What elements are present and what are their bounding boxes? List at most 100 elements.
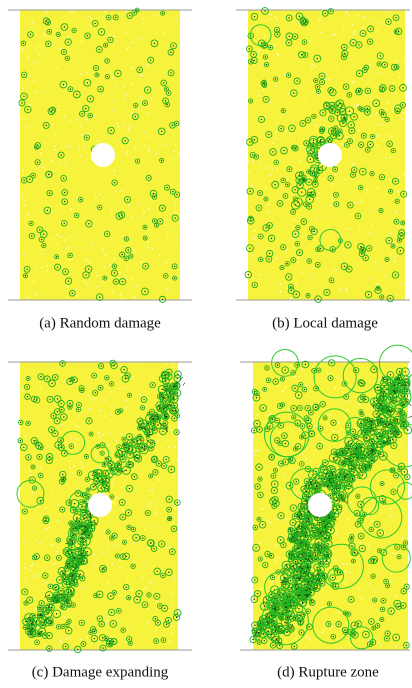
damage-center [349,140,350,141]
damage-center [43,233,44,234]
speckle [312,64,314,66]
damage-center [348,448,349,449]
speckle [111,238,113,240]
damage-center [173,528,174,529]
damage-center [102,568,103,569]
damage-center [68,41,69,42]
damage-center [53,601,54,602]
damage-center [318,542,319,543]
speckle [352,33,354,35]
damage-center [287,566,288,567]
damage-center [272,151,273,152]
damage-center [293,259,294,260]
speckle [353,163,355,165]
damage-center [142,447,143,448]
damage-center [58,626,59,627]
damage-center [72,604,73,605]
damage-center [252,154,253,155]
damage-center [88,420,89,421]
damage-center [257,593,258,594]
damage-center [54,433,55,434]
damage-center [268,630,269,631]
speckle [389,157,391,159]
speckle [338,377,340,379]
damage-center [268,258,269,259]
damage-center [94,472,95,473]
damage-center [71,445,72,446]
speckle [290,365,292,367]
damage-center [78,404,79,405]
speckle [253,436,255,438]
speckle [270,101,272,103]
damage-center [114,535,115,536]
speckle [264,116,266,118]
speckle [369,509,371,511]
damage-center [87,35,88,36]
hole [318,143,342,167]
speckle [399,76,401,78]
speckle [37,628,39,630]
damage-center [121,456,122,457]
damage-center [25,275,26,276]
speckle [46,582,48,584]
speckle [167,236,169,238]
damage-center [331,362,332,363]
damage-center [399,371,400,372]
damage-center [262,524,263,525]
speckle [354,31,356,33]
speckle [62,425,64,427]
damage-center [70,539,71,540]
speckle [296,492,298,494]
speckle [86,72,88,74]
damage-center [326,551,327,552]
damage-center [269,425,270,426]
damage-center [258,466,259,467]
speckle [370,20,372,22]
damage-center [50,586,51,587]
damage-center [345,86,346,87]
speckle [146,112,148,114]
damage-center [113,641,114,642]
damage-center [254,598,255,599]
speckle [116,440,118,442]
damage-center [398,31,399,32]
damage-center [163,82,164,83]
damage-center [270,47,271,48]
speckle [34,266,36,268]
damage-center [308,206,309,207]
damage-center [155,472,156,473]
speckle [132,67,134,69]
damage-center [48,43,49,44]
speckle [254,454,256,456]
damage-center [258,632,259,633]
damage-center [57,266,58,267]
damage-center [378,63,379,64]
damage-center [80,562,81,563]
damage-center [296,589,297,590]
damage-center [153,548,154,549]
damage-center [81,622,82,623]
damage-center [139,69,140,70]
speckle [259,542,261,544]
damage-center [36,399,37,400]
speckle [403,581,405,583]
speckle [92,242,94,244]
damage-center [166,187,167,188]
damage-center [360,382,361,383]
speckle [367,189,369,191]
speckle [134,147,136,149]
damage-center [333,130,334,131]
speckle [103,281,105,283]
damage-center [25,621,26,622]
damage-center [145,237,146,238]
damage-center [123,369,124,370]
damage-center [298,446,299,447]
damage-center [151,411,152,412]
damage-center [90,522,91,523]
damage-center [65,271,66,272]
speckle [61,573,63,575]
hole [88,493,112,517]
speckle [120,294,122,296]
damage-center [129,395,130,396]
damage-center [265,99,266,100]
